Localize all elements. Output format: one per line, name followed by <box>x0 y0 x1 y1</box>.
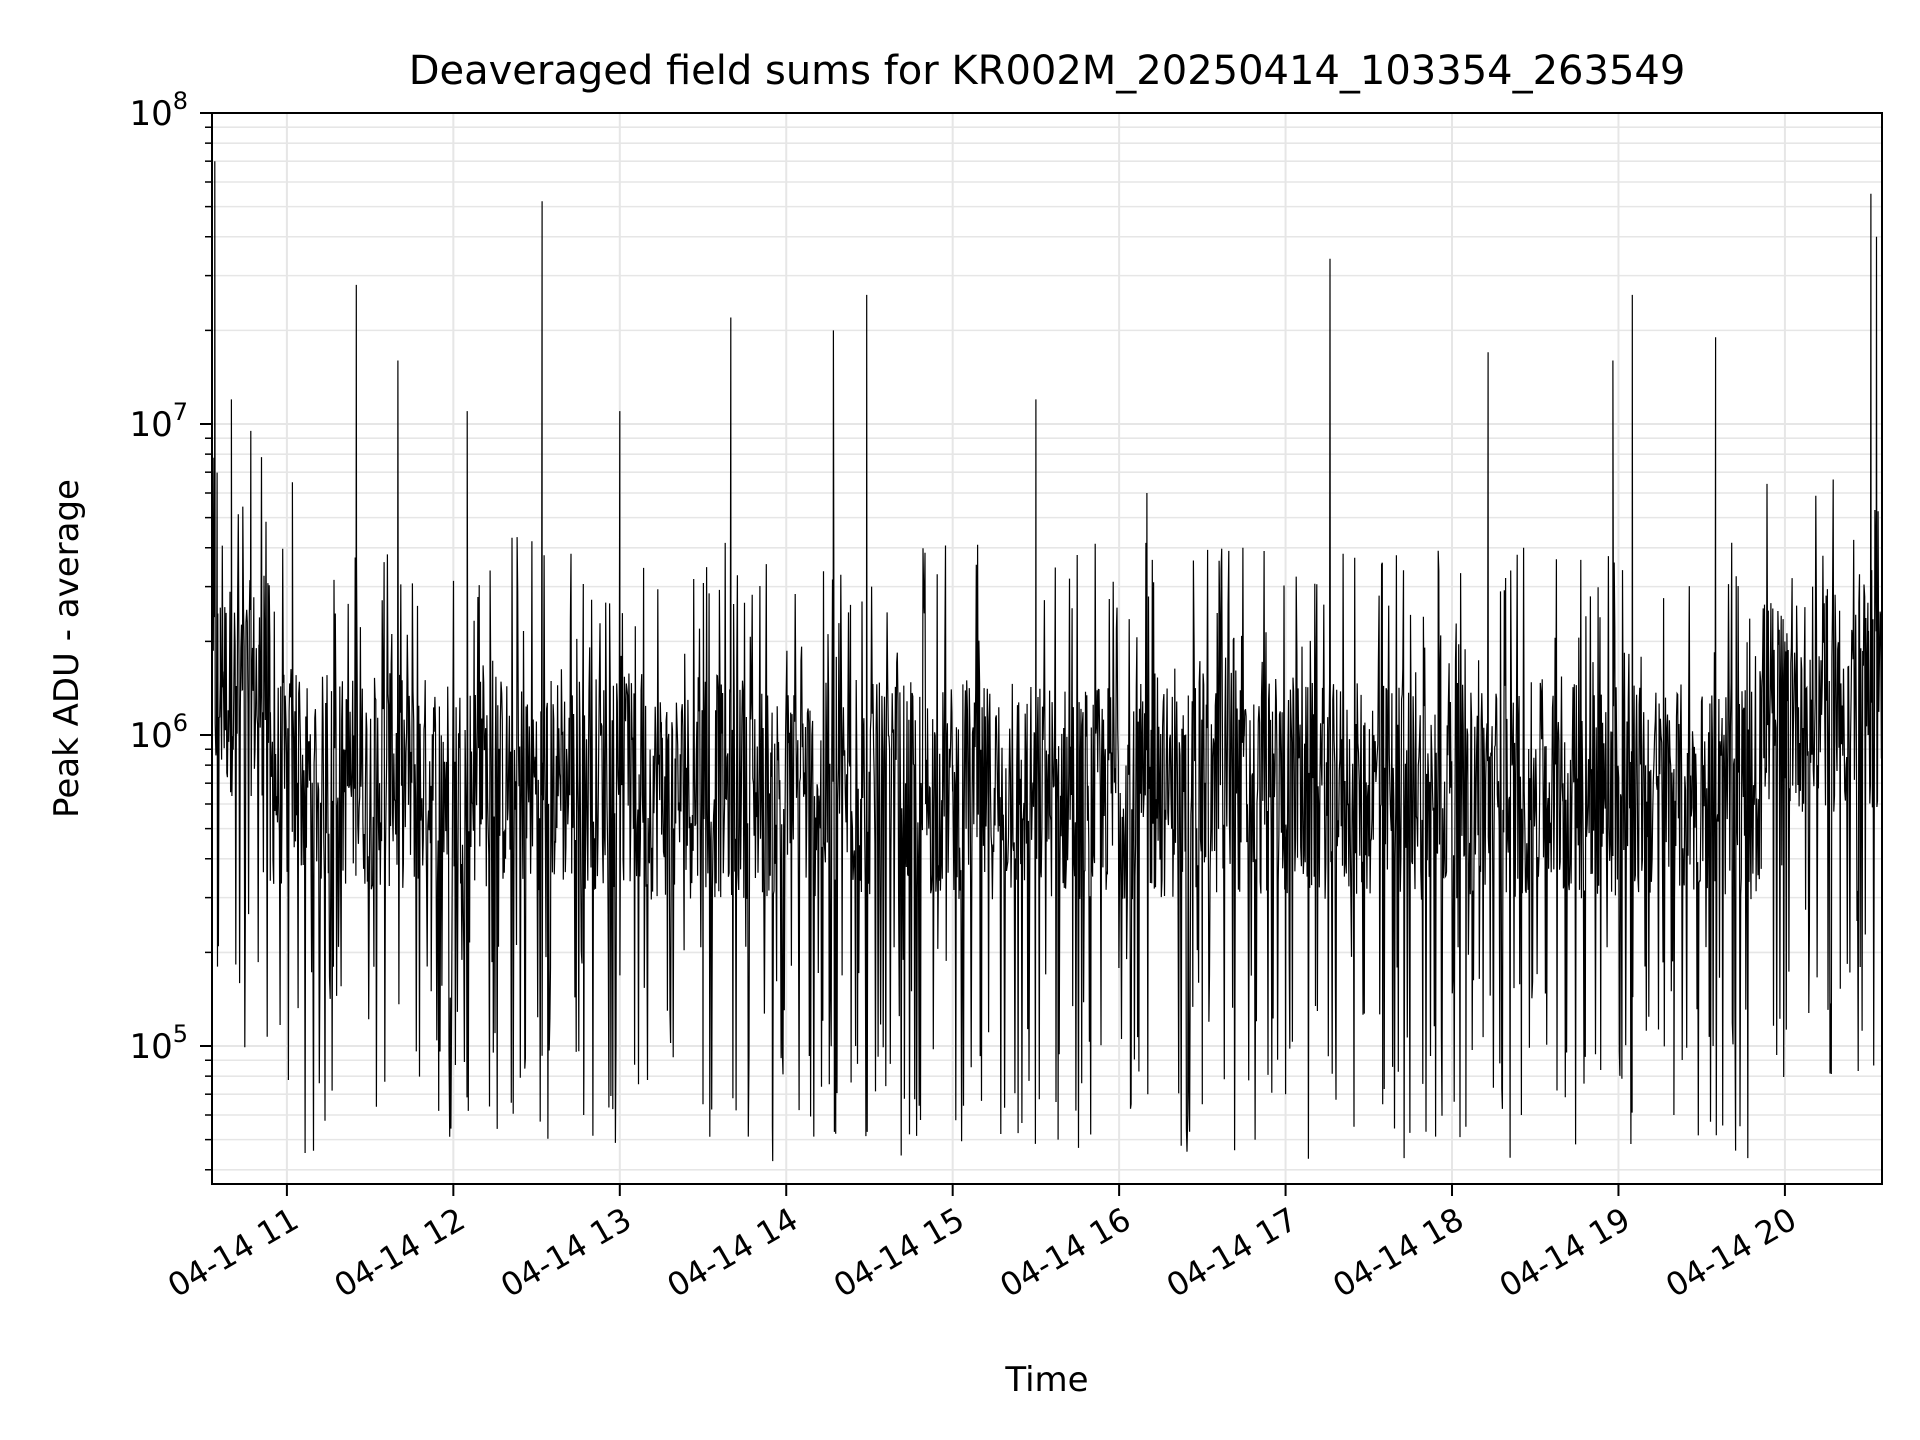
series-line <box>211 161 1883 1162</box>
series-layer <box>211 161 1883 1162</box>
plot-frame <box>211 112 1883 1185</box>
y-axis-label: Peak ADU - average <box>47 479 87 818</box>
x-axis-label: Time <box>1004 1360 1088 1400</box>
chart-title: Deaveraged field sums for KR002M_2025041… <box>409 48 1686 94</box>
